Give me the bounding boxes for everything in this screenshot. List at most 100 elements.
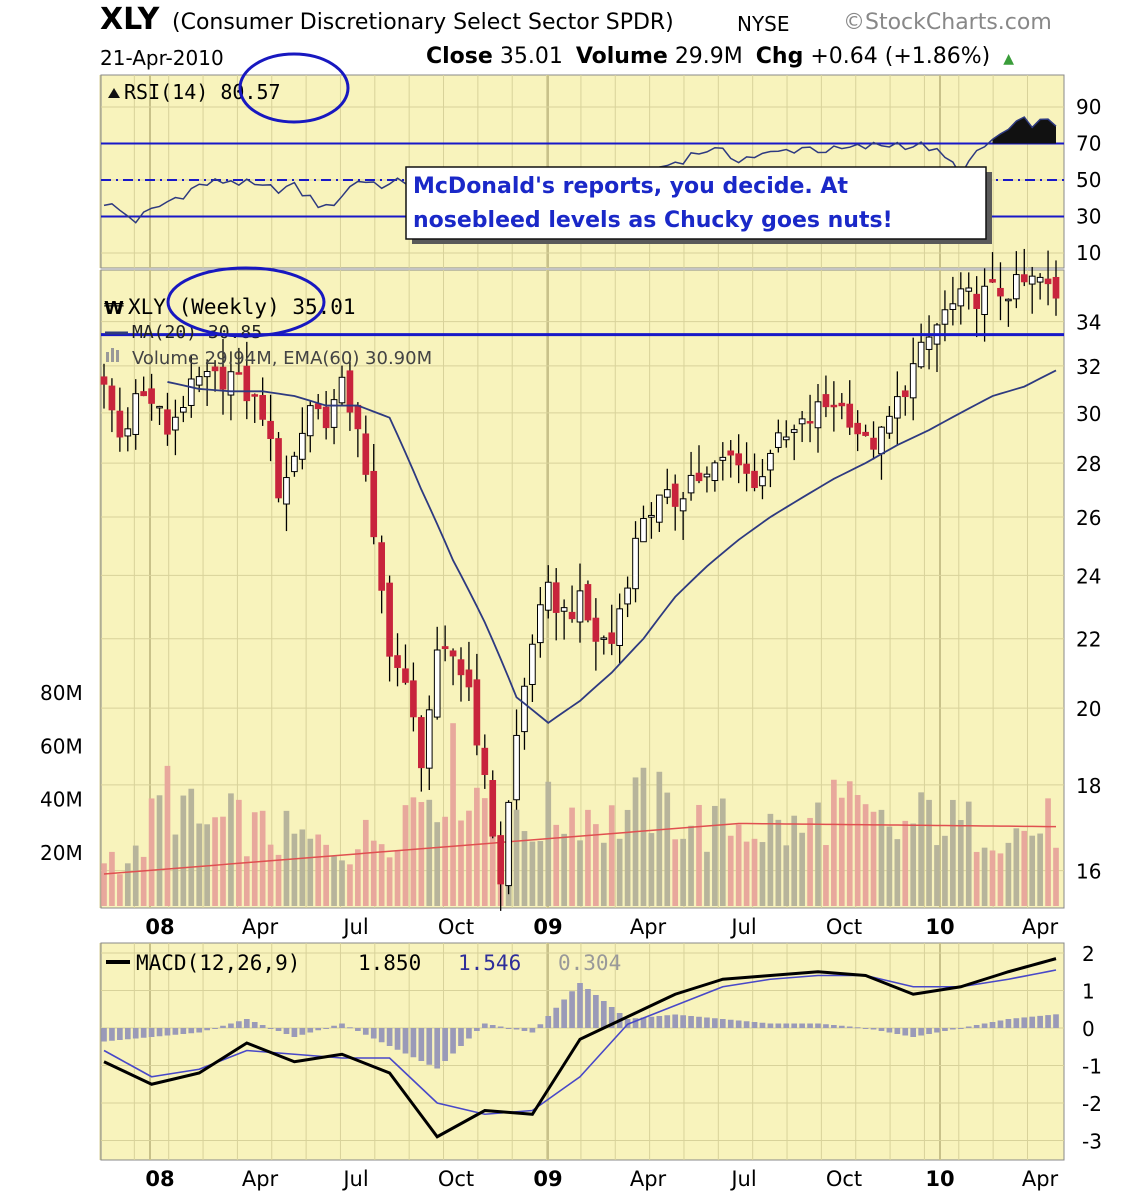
macd-tick-label: 1 (1082, 980, 1095, 1004)
volume-bar (894, 839, 901, 906)
macd-histogram-bar (505, 1028, 512, 1029)
candle-body (275, 438, 282, 499)
macd-histogram-bar (648, 1016, 655, 1028)
macd-histogram-bar (489, 1025, 496, 1028)
candle-body (735, 453, 742, 466)
macd-histogram-bar (632, 1018, 639, 1028)
volume-bar (267, 844, 274, 906)
macd-histogram-bar (783, 1023, 790, 1028)
up-triangle-icon: ▲ (1003, 51, 1015, 67)
candle-body (886, 415, 893, 434)
macd-histogram-bar (109, 1028, 115, 1041)
x-tick-label: Apr (630, 1167, 667, 1191)
volume-bar (132, 845, 139, 906)
macd-histogram-bar (656, 1016, 663, 1028)
x-tick-label: Oct (826, 1167, 862, 1191)
volume-bar (616, 838, 623, 906)
macd-histogram-bar (926, 1028, 932, 1034)
macd-histogram-bar (1037, 1015, 1043, 1028)
macd-histogram-bar (680, 1015, 686, 1028)
candle-body (465, 669, 473, 688)
volume-bar (561, 833, 567, 906)
volume-bar (140, 856, 147, 906)
macd-histogram-bar (220, 1025, 226, 1028)
x-tick-label: 09 (533, 1167, 562, 1191)
volume-bar (815, 802, 821, 906)
macd-panel: 2 1 0 -1 -2 -3 MACD(12,26,9) 1.850 1.546 0.30… (99, 942, 1102, 1161)
weekly-highlight-circle (166, 266, 326, 338)
rsi-tick-label: 30 (1076, 205, 1101, 229)
macd-histogram-bar (1029, 1016, 1036, 1028)
candle-body (100, 376, 108, 385)
volume-bar (347, 864, 353, 906)
candle-body (1028, 275, 1036, 285)
candle-body (711, 462, 719, 482)
volume-bar (299, 829, 306, 906)
candle-body (592, 617, 600, 642)
volume-bar (640, 767, 647, 906)
candle-body (418, 717, 425, 769)
macd-histogram-bar (156, 1028, 163, 1037)
macd-histogram-bar (600, 1001, 607, 1028)
candle-body (322, 406, 330, 429)
volume-bar (228, 793, 234, 906)
x-tick-label: Oct (438, 1167, 474, 1191)
volume-bar (1045, 798, 1051, 906)
volume-bar (466, 810, 472, 906)
candle-body (727, 450, 735, 456)
candle-body (203, 371, 211, 378)
volume-bar (180, 795, 187, 906)
volume-bar (719, 798, 726, 906)
rsi-tick-label: 90 (1076, 95, 1101, 119)
rsi-overbought-fill (992, 117, 1056, 144)
candle-body (957, 288, 965, 307)
volume-bar (807, 817, 813, 906)
macd-histogram-bar (846, 1026, 853, 1028)
macd-histogram-bar (497, 1026, 504, 1028)
candle-body (814, 401, 822, 429)
candle-body (806, 421, 814, 424)
macd-histogram-bar (862, 1028, 869, 1029)
candle-body (568, 611, 576, 620)
volume-bar (164, 765, 171, 906)
x-tick-label: 08 (145, 1167, 174, 1191)
candle-body (663, 489, 671, 498)
macd-histogram-bar (696, 1016, 702, 1028)
candle-body (346, 370, 354, 413)
volume-bar (339, 860, 345, 906)
macd-histogram-bar (608, 1007, 615, 1028)
change-label: Chg (755, 44, 804, 69)
volume-bar (236, 799, 242, 906)
candle-body (576, 590, 584, 623)
candle-body (124, 428, 132, 437)
volume-bar (275, 854, 282, 906)
rsi-legend: RSI(14) 80.57 (108, 80, 281, 104)
candle-body (925, 336, 933, 350)
x-tick-label: Jul (729, 1167, 756, 1191)
volume-bar (474, 787, 480, 906)
macd-histogram-bar (815, 1023, 821, 1028)
x-tick-label: Jul (729, 915, 756, 939)
macd-histogram-bar (902, 1028, 909, 1036)
volume-bar (934, 845, 940, 906)
macd-histogram-bar (823, 1024, 829, 1028)
macd-histogram-bar (878, 1028, 885, 1031)
x-axis-top: 08 Apr Jul Oct 09 Apr Jul Oct 10 Apr (145, 915, 1058, 939)
volume-bar (910, 823, 917, 906)
volume-bar (791, 815, 798, 906)
close-value: 35.01 (499, 44, 563, 69)
macd-tick-label: -1 (1082, 1055, 1102, 1079)
volume-bar (1053, 847, 1059, 906)
candle-body (878, 426, 885, 455)
stockcharts-credit[interactable]: ©StockCharts.com (843, 10, 1052, 35)
candle-body (108, 385, 116, 411)
volume-bar (370, 840, 377, 906)
macd-histogram-bar (101, 1028, 107, 1042)
volume-bar (577, 840, 583, 906)
candle-body (989, 279, 996, 283)
volume-bar (664, 792, 671, 906)
macd-histogram-bar (950, 1028, 956, 1030)
macd-histogram-bar (426, 1028, 433, 1065)
annotation-frame (405, 166, 987, 240)
close-label: Close (426, 44, 493, 69)
